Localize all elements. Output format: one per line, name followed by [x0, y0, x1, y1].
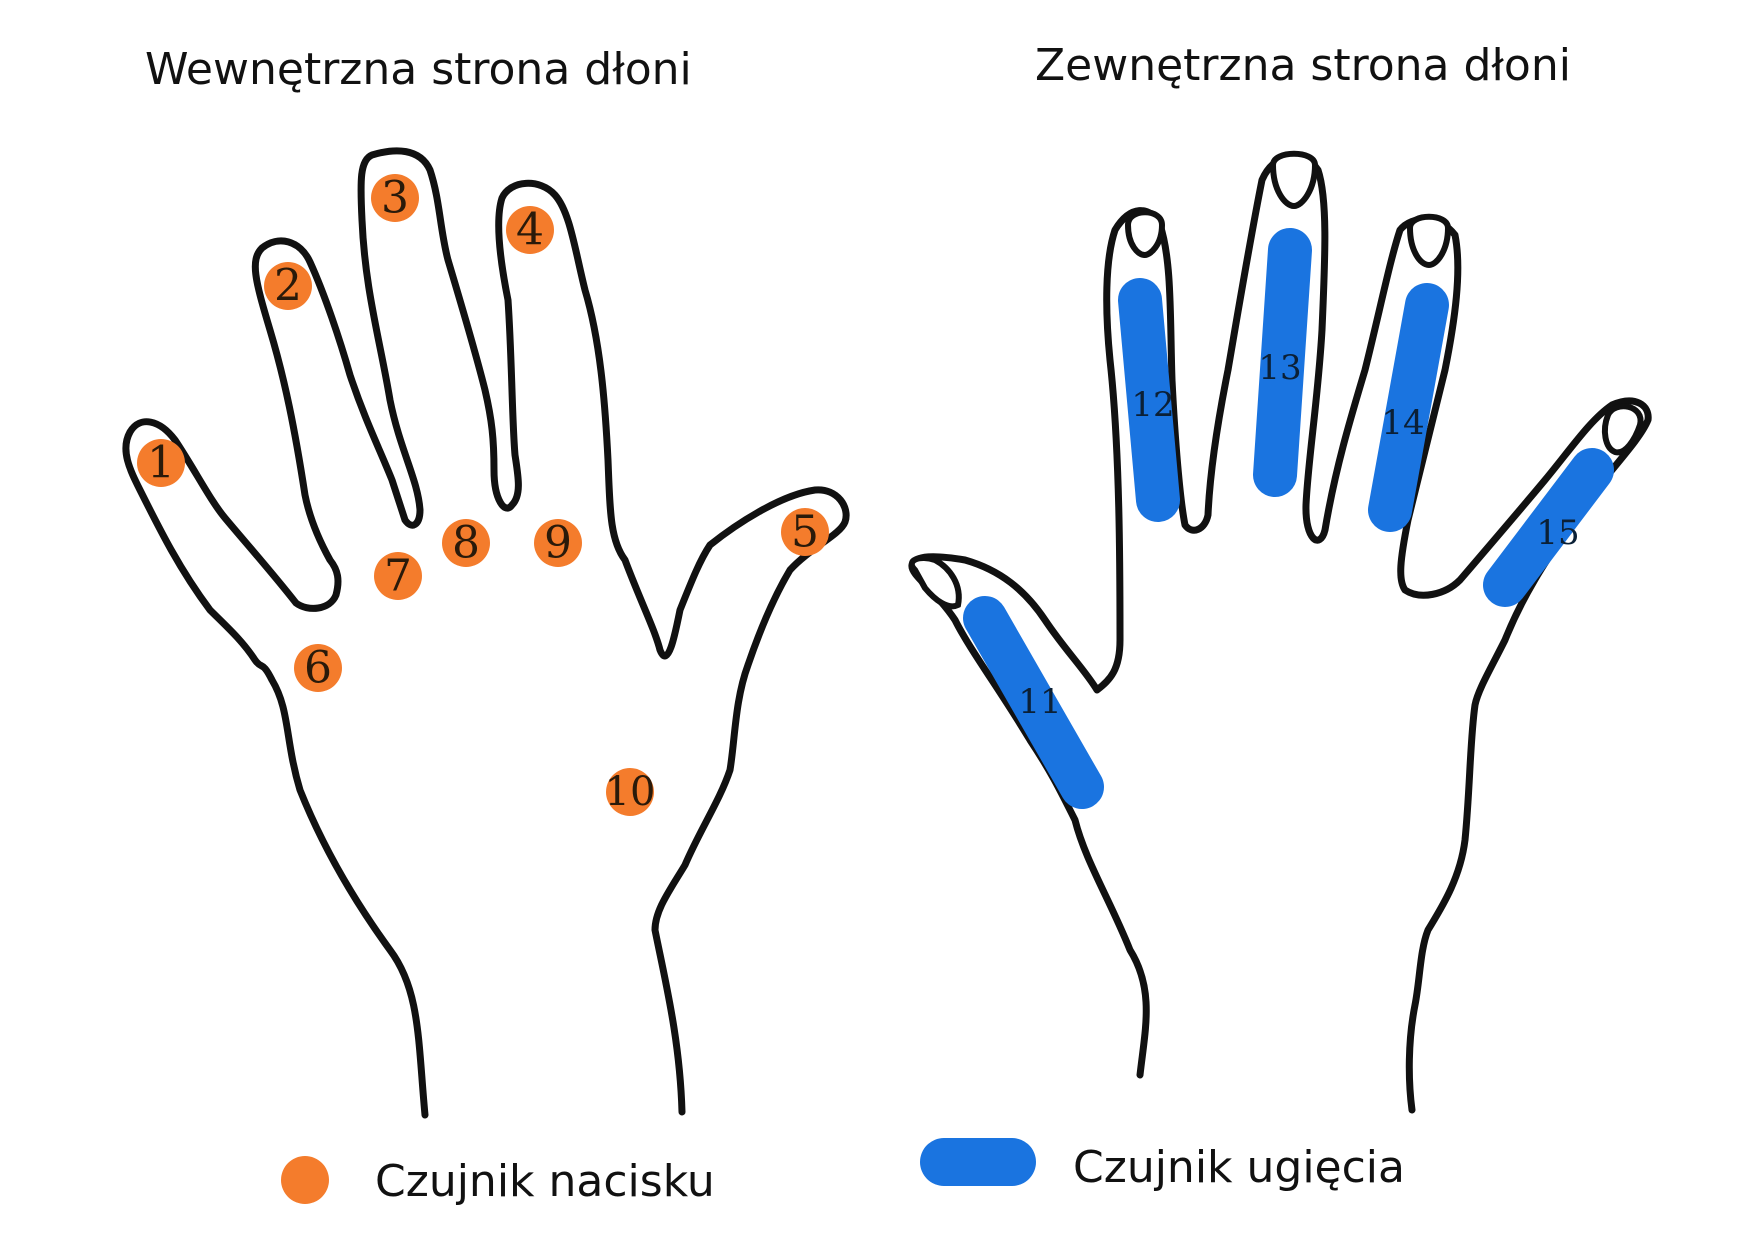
pressure-sensor-labels: 1 2 3 4 5 6 7 8 9 10: [147, 173, 819, 816]
bend-label-12: 12: [1131, 385, 1174, 425]
bend-sensor-14: [1368, 283, 1449, 532]
pressure-label-7: 7: [384, 551, 412, 602]
legend-bend-label: Czujnik ugięcia: [1073, 1142, 1405, 1193]
title-back-side: Zewnętrzna strona dłoni: [1035, 40, 1571, 91]
bend-label-11: 11: [1018, 682, 1061, 722]
bend-sensors: [963, 228, 1614, 809]
bend-label-13: 13: [1258, 348, 1301, 388]
pressure-sensor-1: [137, 439, 185, 487]
pressure-label-9: 9: [544, 518, 572, 569]
pressure-sensors: [137, 174, 829, 816]
pressure-sensor-4: [506, 206, 554, 254]
back-hand-outline: [908, 152, 1652, 1114]
title-palm-side: Wewnętrzna strona dłoni: [145, 44, 692, 95]
pinky-nail: [1601, 403, 1644, 456]
pressure-label-8: 8: [452, 518, 480, 569]
pressure-label-3: 3: [381, 173, 409, 224]
pressure-label-10: 10: [605, 769, 656, 815]
legend-pressure-label: Czujnik nacisku: [375, 1156, 715, 1207]
pressure-label-4: 4: [516, 205, 544, 256]
bend-sensor-labels: 11 12 13 14 15: [1018, 348, 1579, 722]
bend-sensor-12: [1118, 278, 1180, 522]
bend-label-15: 15: [1536, 513, 1579, 553]
pressure-sensor-2: [264, 262, 312, 310]
pressure-sensor-5: [781, 508, 829, 556]
ring-nail: [1406, 213, 1452, 269]
pressure-label-1: 1: [147, 438, 175, 489]
pressure-sensor-3: [371, 174, 419, 222]
legend-pressure-swatch: [281, 1156, 329, 1204]
pressure-sensor-10: [606, 768, 654, 816]
palm-hand-outline: [122, 147, 850, 1119]
bend-sensor-13: [1253, 228, 1312, 497]
pressure-label-6: 6: [304, 643, 332, 694]
legend: Czujnik nacisku Czujnik ugięcia: [281, 1138, 1405, 1207]
pressure-sensor-9: [534, 519, 582, 567]
index-nail: [1124, 209, 1166, 259]
bend-sensor-15: [1483, 448, 1614, 607]
pressure-label-5: 5: [791, 507, 819, 558]
thumb-nail: [908, 555, 962, 610]
legend-bend-swatch: [920, 1138, 1036, 1186]
middle-nail: [1269, 150, 1319, 210]
pressure-label-2: 2: [274, 261, 302, 312]
pressure-sensor-6: [294, 644, 342, 692]
bend-label-14: 14: [1381, 403, 1424, 443]
pressure-sensor-8: [442, 519, 490, 567]
pressure-sensor-7: [374, 552, 422, 600]
bend-sensor-11: [963, 596, 1104, 809]
